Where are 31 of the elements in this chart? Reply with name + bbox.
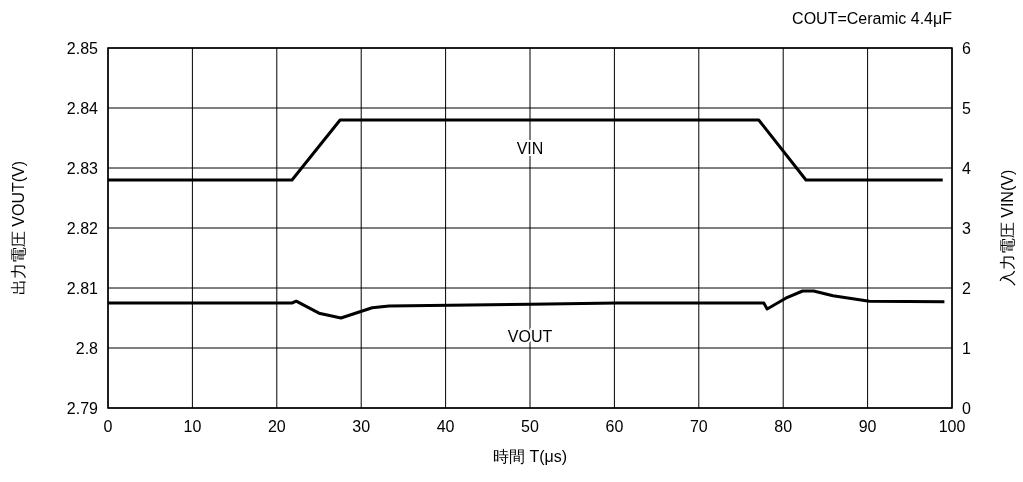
x-tick-label: 30 <box>352 418 371 435</box>
y-tick-label: 2.81 <box>66 280 99 297</box>
x-tick-label: 80 <box>774 418 793 435</box>
y2-tick-label: 1 <box>962 340 971 357</box>
y-tick-label: 2.82 <box>66 220 99 237</box>
series-label: VIN <box>516 140 544 157</box>
x-tick-label: 90 <box>858 418 877 435</box>
x-axis-title: 時間 T(μs) <box>492 448 568 465</box>
y-axis-title: 出力電圧 VOUT(V) <box>10 160 27 296</box>
y-tick-label: 2.84 <box>66 100 99 117</box>
y2-tick-label: 2 <box>962 280 971 297</box>
x-tick-label: 0 <box>103 418 113 435</box>
x-tick-label: 40 <box>436 418 455 435</box>
y2-tick-label: 5 <box>962 100 971 117</box>
text: COUT=Ceramic 4.4μF <box>792 10 953 27</box>
x-tick-label: 100 <box>938 418 966 435</box>
y-tick-label: 2.79 <box>66 400 99 417</box>
series-label: VOUT <box>507 328 553 346</box>
y2-axis-title: 入力電圧 VIN(V) <box>999 169 1016 287</box>
y2-tick-label: 4 <box>962 160 971 177</box>
y2-tick-label: 6 <box>962 40 971 57</box>
x-tick-label: 70 <box>689 418 708 435</box>
y2-tick-label: 3 <box>962 220 971 237</box>
y2-tick-label: 0 <box>962 400 971 417</box>
y-tick-label: 2.85 <box>66 40 99 57</box>
x-tick-label: 20 <box>267 418 286 435</box>
y-tick-label: 2.8 <box>75 340 99 357</box>
x-tick-label: 10 <box>183 418 202 435</box>
x-tick-label: 60 <box>605 418 624 435</box>
y-tick-label: 2.83 <box>66 160 99 177</box>
x-tick-label: 50 <box>521 418 539 435</box>
